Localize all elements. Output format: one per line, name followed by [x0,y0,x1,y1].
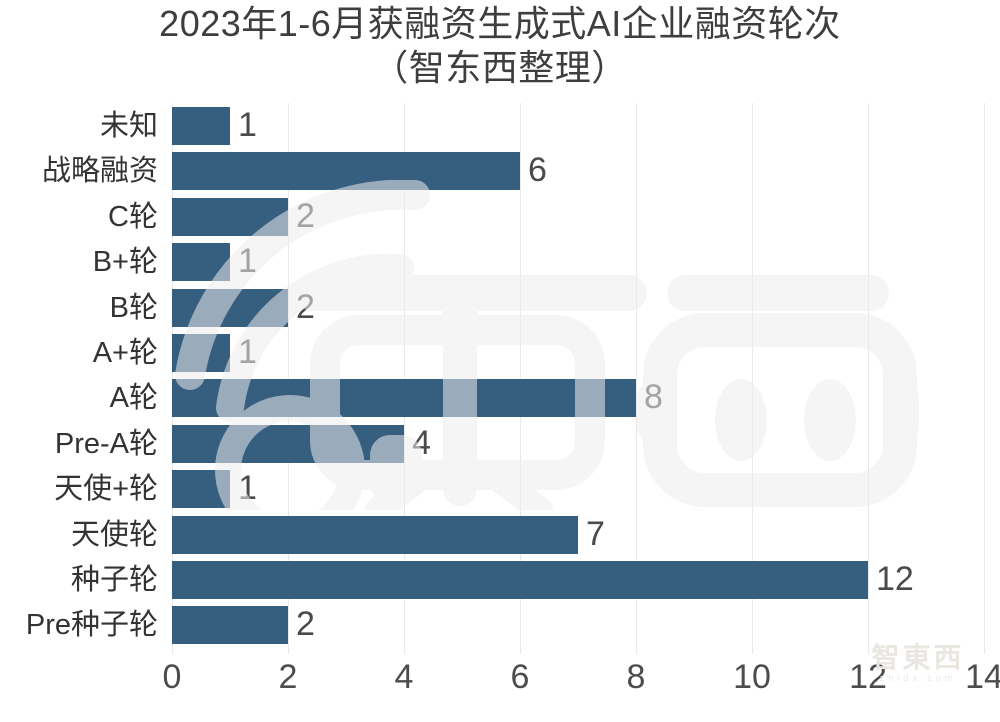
value-label: 1 [238,106,257,144]
x-tick-label: 10 [733,658,771,696]
category-label: 种子轮 [70,564,158,596]
value-label: 8 [644,378,663,417]
watermark-robot-face-outline [643,313,917,507]
x-tick-label: 6 [510,658,530,696]
watermark-robot-eye-left [715,379,767,461]
x-tick-label: 2 [278,658,298,696]
bar [172,288,288,327]
bar [172,470,230,509]
chart-title-line1: 2023年1-6月获融资生成式AI企业融资轮次 [159,3,841,44]
value-label: 12 [876,560,914,598]
bar [172,561,868,599]
gridline [172,103,173,654]
watermark-xi-top-bar [667,275,889,311]
category-label: C轮 [108,200,158,233]
x-tick-label: 8 [626,658,646,696]
chart-title: 2023年1-6月获融资生成式AI企业融资轮次 （智东西整理） [0,2,1000,90]
value-label: 2 [296,287,315,326]
value-label: 1 [238,242,257,281]
bar [172,606,288,645]
watermark-robot-ear-right [891,383,919,441]
bar [172,152,520,191]
x-tick-label: 14 [965,658,1000,696]
x-tick-label: 12 [849,658,887,696]
category-label: 天使轮 [70,518,158,551]
bar [172,197,288,236]
bar [172,424,404,463]
bar [172,107,230,145]
value-label: 1 [238,469,257,508]
category-label: A+轮 [92,337,158,369]
x-tick-label: 4 [394,658,414,696]
value-label: 7 [586,514,605,553]
value-label: 2 [296,196,315,235]
chart-title-line2: （智东西整理） [372,47,628,88]
value-label: 6 [528,151,547,190]
x-tick-label: 0 [162,658,182,696]
category-label: B轮 [109,291,158,324]
category-label: 天使+轮 [54,473,158,506]
category-label: Pre种子轮 [25,609,158,642]
category-label: 未知 [99,110,158,142]
gridline [868,103,869,654]
category-label: Pre-A轮 [54,427,158,460]
watermark-robot-eye-right [804,379,856,461]
value-label: 2 [296,605,315,644]
category-label: B+轮 [92,246,158,279]
gridline [636,103,637,654]
bar [172,379,636,418]
category-label: A轮 [109,382,158,415]
bar [172,515,578,554]
category-label: 战略融资 [41,155,158,188]
bar [172,243,230,282]
bar [172,334,230,372]
watermark-dong-leg-left [365,469,428,510]
value-label: 1 [238,333,257,371]
value-label: 4 [412,423,431,462]
watermark-dong-top-bar [295,275,647,311]
gridline [984,103,985,654]
watermark-dong-leg-right [490,469,553,510]
